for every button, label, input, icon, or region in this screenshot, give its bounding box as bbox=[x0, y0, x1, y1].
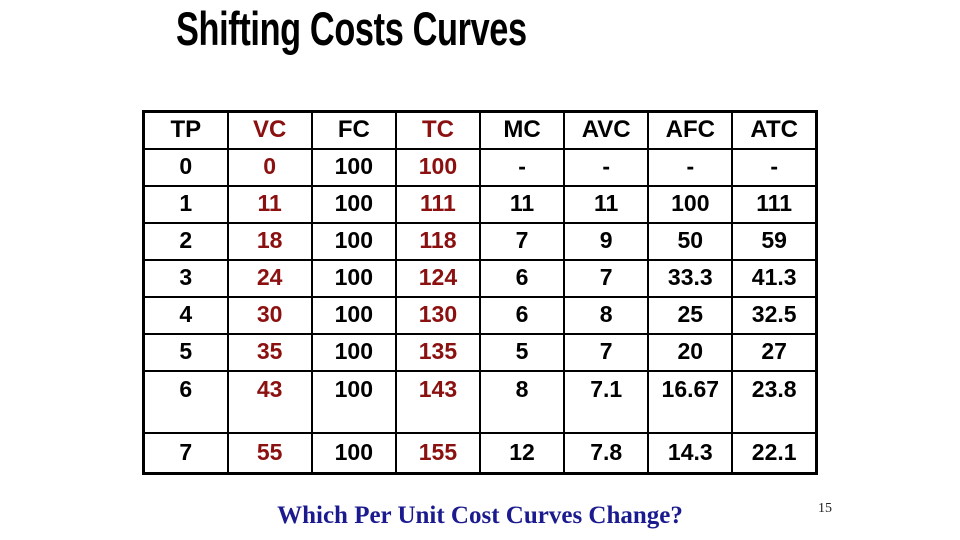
table-row: 1 11 100 111 11 11 100 111 bbox=[142, 184, 818, 224]
page-number: 15 bbox=[818, 501, 832, 516]
cell-atc: 32.5 bbox=[731, 295, 818, 335]
cell-avc: 7 bbox=[563, 258, 650, 298]
cell-avc: 9 bbox=[563, 221, 650, 261]
cost-table: TP VC FC TC MC AVC AFC ATC 0 0 100 100- - - -1 11 100 11… bbox=[142, 110, 818, 475]
cell-atc: 23.8 bbox=[731, 369, 818, 434]
cell-afc: 50 bbox=[647, 221, 734, 261]
cell-tp: 0 bbox=[142, 147, 229, 187]
cell-tc: 143 bbox=[394, 369, 482, 434]
table-row: 7 55 100 155 12 7.8 14.3 22.1 bbox=[142, 431, 818, 475]
cell-tp: 4 bbox=[142, 295, 229, 335]
column-header-fc: FC bbox=[310, 110, 397, 150]
table-row: 2 18 100 118 7 9 50 59 bbox=[142, 221, 818, 261]
cell-avc: - bbox=[563, 147, 650, 187]
cell-avc: 7.1 bbox=[563, 369, 650, 434]
cell-vc: 24 bbox=[226, 258, 313, 298]
table-body: 0 0 100 100- - - -1 11 100 111 11 11 100 111 2 18 100 118… bbox=[142, 147, 818, 475]
cell-atc: 111 bbox=[731, 184, 818, 224]
cell-mc: 5 bbox=[478, 332, 566, 372]
column-header-atc: ATC bbox=[731, 110, 818, 150]
table-row: 0 0 100 100- - - - bbox=[142, 147, 818, 187]
cell-fc: 100 bbox=[310, 332, 397, 372]
cell-atc: 22.1 bbox=[731, 431, 818, 475]
cell-tp: 6 bbox=[142, 369, 229, 434]
table-header-row: TP VC FC TC MC AVC AFC ATC bbox=[142, 110, 818, 150]
cell-mc: 7 bbox=[478, 221, 566, 261]
cell-atc: 27 bbox=[731, 332, 818, 372]
cell-afc: 25 bbox=[647, 295, 734, 335]
table-row: 6 43 100 143 8 7.1 16.67 23.8 bbox=[142, 369, 818, 434]
cell-vc: 43 bbox=[226, 369, 313, 434]
cell-vc: 35 bbox=[226, 332, 313, 372]
cell-mc: 12 bbox=[478, 431, 566, 475]
cell-afc: 33.3 bbox=[647, 258, 734, 298]
table-row: 5 35 100 135 5 7 20 27 bbox=[142, 332, 818, 372]
cell-tc: 130 bbox=[394, 295, 482, 335]
column-header-tc: TC bbox=[394, 110, 482, 150]
cell-mc: 11 bbox=[478, 184, 566, 224]
cell-fc: 100 bbox=[310, 147, 397, 187]
cell-tc: 111 bbox=[394, 184, 482, 224]
cell-tc: 118 bbox=[394, 221, 482, 261]
cell-avc: 7.8 bbox=[563, 431, 650, 475]
column-header-vc: VC bbox=[226, 110, 313, 150]
cell-fc: 100 bbox=[310, 295, 397, 335]
cell-mc: 6 bbox=[478, 258, 566, 298]
column-header-tp: TP bbox=[142, 110, 229, 150]
cell-fc: 100 bbox=[310, 369, 397, 434]
slide-title: Shifting Costs Curves bbox=[176, 2, 527, 55]
cell-tp: 7 bbox=[142, 431, 229, 475]
cell-tc: 124 bbox=[394, 258, 482, 298]
cell-tc: 135 bbox=[394, 332, 482, 372]
cell-vc: 55 bbox=[226, 431, 313, 475]
cell-vc: 18 bbox=[226, 221, 313, 261]
cell-tp: 1 bbox=[142, 184, 229, 224]
column-header-afc: AFC bbox=[647, 110, 734, 150]
cell-tc: 100 bbox=[394, 147, 482, 187]
cell-vc: 11 bbox=[226, 184, 313, 224]
cell-mc: 6 bbox=[478, 295, 566, 335]
caption-question: Which Per Unit Cost Curves Change? bbox=[277, 502, 683, 529]
cell-avc: 11 bbox=[563, 184, 650, 224]
cell-afc: 14.3 bbox=[647, 431, 734, 475]
column-header-avc: AVC bbox=[563, 110, 650, 150]
cell-afc: 100 bbox=[647, 184, 734, 224]
cell-mc: 8 bbox=[478, 369, 566, 434]
cell-fc: 100 bbox=[310, 258, 397, 298]
column-header-mc: MC bbox=[478, 110, 566, 150]
cell-vc: 0 bbox=[226, 147, 313, 187]
cell-avc: 7 bbox=[563, 332, 650, 372]
cell-vc: 30 bbox=[226, 295, 313, 335]
table-row: 4 30 100 130 6 8 25 32.5 bbox=[142, 295, 818, 335]
cell-fc: 100 bbox=[310, 221, 397, 261]
cell-fc: 100 bbox=[310, 184, 397, 224]
cell-tp: 5 bbox=[142, 332, 229, 372]
cell-fc: 100 bbox=[310, 431, 397, 475]
cell-avc: 8 bbox=[563, 295, 650, 335]
table-row: 3 24 100 124 6 7 33.3 41.3 bbox=[142, 258, 818, 298]
cell-atc: 41.3 bbox=[731, 258, 818, 298]
cell-afc: 20 bbox=[647, 332, 734, 372]
cell-atc: 59 bbox=[731, 221, 818, 261]
cell-mc: - bbox=[478, 147, 566, 187]
cell-tp: 3 bbox=[142, 258, 229, 298]
cell-tc: 155 bbox=[394, 431, 482, 475]
cell-afc: 16.67 bbox=[647, 369, 734, 434]
cell-atc: - bbox=[731, 147, 818, 187]
cell-afc: - bbox=[647, 147, 734, 187]
cell-tp: 2 bbox=[142, 221, 229, 261]
